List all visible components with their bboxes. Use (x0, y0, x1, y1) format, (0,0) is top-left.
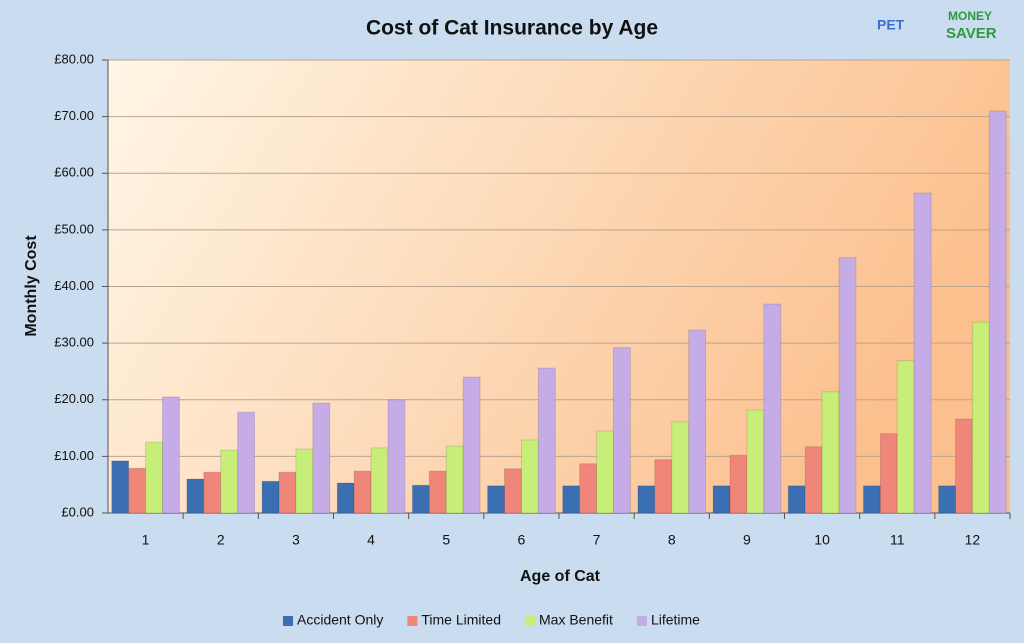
bar (988, 110, 1007, 514)
bar (537, 367, 556, 514)
bar (971, 321, 990, 514)
bar (746, 409, 765, 514)
bar (336, 482, 355, 514)
bar (712, 485, 731, 514)
logo-word: PET (877, 17, 905, 33)
y-tick-label: £70.00 (54, 108, 94, 123)
x-tick-label: 7 (593, 532, 601, 548)
logo-line: MONEY (948, 9, 992, 23)
x-tick-label: 4 (367, 532, 375, 548)
bar (237, 411, 256, 514)
bar (787, 485, 806, 514)
bar (370, 447, 389, 514)
bar (462, 376, 481, 514)
x-tick-label: 6 (518, 532, 526, 548)
bar (161, 396, 180, 514)
legend-marker (283, 616, 293, 626)
x-tick-label: 11 (890, 532, 905, 548)
y-tick-label: £0.00 (61, 504, 94, 519)
y-tick-label: £40.00 (54, 278, 94, 293)
bar (353, 470, 372, 514)
bar (203, 471, 222, 514)
y-tick-label: £60.00 (54, 165, 94, 180)
y-tick-label: £50.00 (54, 221, 94, 236)
bar (411, 484, 430, 514)
bar (671, 421, 690, 514)
x-tick-label: 12 (965, 532, 981, 548)
legend-label: Time Limited (421, 612, 501, 628)
bar (261, 480, 280, 514)
bar (428, 470, 447, 514)
bar (128, 467, 147, 514)
bar (295, 448, 314, 514)
bar (729, 454, 748, 514)
legend-label: Lifetime (651, 612, 700, 628)
chart-title: Cost of Cat Insurance by Age (366, 17, 658, 40)
bar (387, 399, 406, 514)
y-tick-label: £20.00 (54, 391, 94, 406)
bar (955, 418, 973, 514)
logo-line: SAVER (946, 25, 997, 42)
bar (562, 485, 581, 514)
bar (278, 471, 297, 514)
bar (821, 391, 840, 514)
bar (504, 468, 522, 514)
bar (896, 360, 915, 514)
bar (612, 347, 631, 514)
bar (312, 402, 331, 514)
x-tick-label: 10 (814, 532, 830, 548)
bar (111, 460, 130, 514)
x-axis-title: Age of Cat (520, 568, 601, 585)
bar (804, 446, 823, 514)
bar (220, 449, 239, 514)
bar (688, 329, 707, 514)
y-axis-title: Monthly Cost (23, 235, 40, 337)
bar (838, 257, 857, 514)
x-tick-label: 2 (217, 532, 225, 548)
y-tick-label: £80.00 (54, 51, 94, 66)
y-tick-label: £30.00 (54, 335, 94, 350)
bar (879, 433, 898, 514)
x-tick-label: 8 (668, 532, 676, 548)
legend-marker (525, 616, 535, 626)
legend-label: Max Benefit (539, 612, 613, 628)
bar (596, 430, 614, 514)
legend-marker (636, 616, 647, 626)
x-tick-label: 1 (142, 532, 150, 548)
bar (579, 463, 598, 514)
legend-label: Accident Only (297, 612, 383, 628)
bar (186, 478, 205, 514)
bar (145, 441, 163, 514)
bar (938, 485, 957, 514)
x-tick-label: 3 (292, 532, 300, 548)
bar (520, 439, 539, 514)
bar (862, 485, 881, 514)
bar (445, 445, 464, 514)
y-tick-label: £10.00 (54, 448, 94, 463)
bar (487, 485, 506, 514)
bar (637, 485, 656, 514)
legend-marker (407, 616, 418, 626)
x-tick-label: 5 (442, 532, 450, 548)
bar (913, 192, 932, 514)
bar (654, 459, 673, 514)
bar (763, 303, 782, 514)
x-tick-label: 9 (743, 532, 751, 548)
